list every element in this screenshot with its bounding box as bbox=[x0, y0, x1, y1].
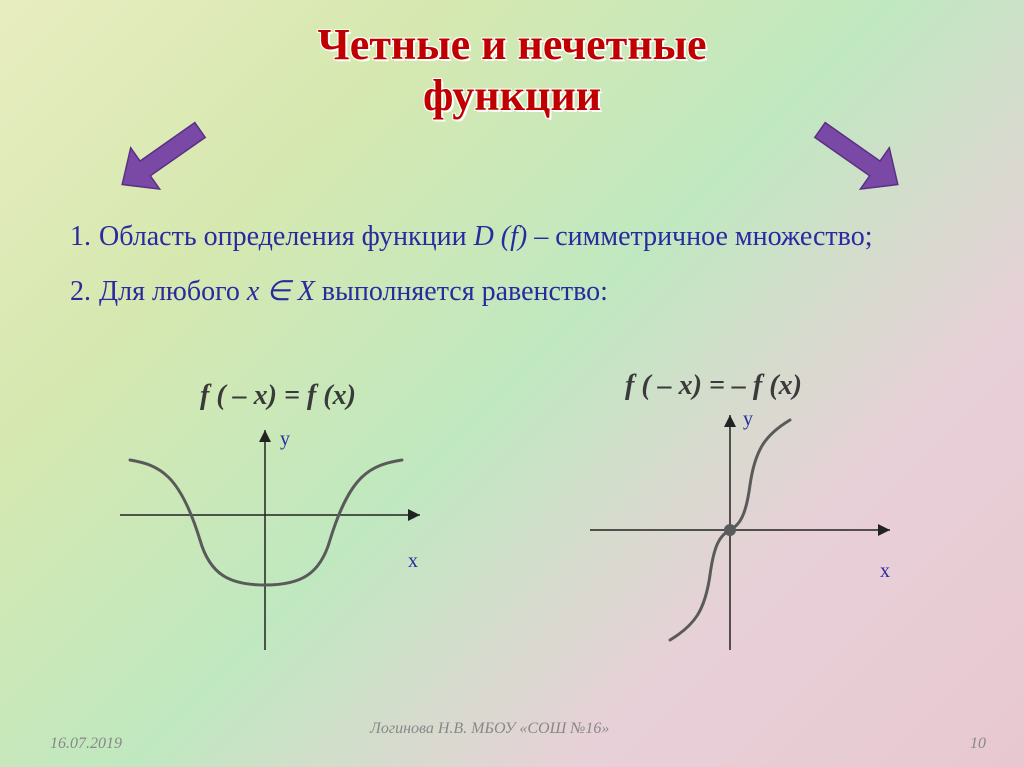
footer-author: Логинова Н.В. МБОУ «СОШ №16» bbox=[370, 720, 609, 738]
even-x-label: x bbox=[408, 550, 418, 573]
list-text-1a: Область определения функции bbox=[99, 221, 474, 252]
slide-title: Четные и нечетные функции bbox=[0, 20, 1024, 121]
definition-list: 1. Область определения функции D (f) – си… bbox=[70, 215, 950, 325]
list-text-1b: – симметричное множество; bbox=[527, 221, 872, 252]
list-item-1: 1. Область определения функции D (f) – си… bbox=[70, 215, 950, 260]
title-line1: Четные и нечетные bbox=[0, 20, 1024, 71]
even-y-label: y bbox=[280, 428, 290, 451]
slide: Четные и нечетные функции 1. Область опре… bbox=[0, 0, 1024, 767]
formula-odd: f ( – x) = – f (x) bbox=[625, 370, 802, 402]
footer-page: 10 bbox=[970, 735, 986, 753]
odd-y-label: y bbox=[743, 408, 753, 431]
formula-even: f ( – x) = f (x) bbox=[200, 380, 356, 412]
list-num-2: 2. bbox=[70, 276, 91, 307]
list-math-1: D (f) bbox=[474, 221, 528, 252]
title-line2: функции bbox=[0, 71, 1024, 122]
footer-date: 16.07.2019 bbox=[50, 735, 122, 753]
list-num-1: 1. bbox=[70, 221, 91, 252]
list-text-2b: выполняется равенство: bbox=[315, 276, 608, 307]
plot-odd bbox=[580, 405, 900, 660]
odd-x-label: x bbox=[880, 560, 890, 583]
list-item-2: 2. Для любого x ∈ X выполняется равенство… bbox=[70, 270, 950, 315]
list-text-2a: Для любого bbox=[99, 276, 247, 307]
plot-even bbox=[110, 420, 430, 660]
list-math-2: x ∈ X bbox=[247, 276, 315, 307]
